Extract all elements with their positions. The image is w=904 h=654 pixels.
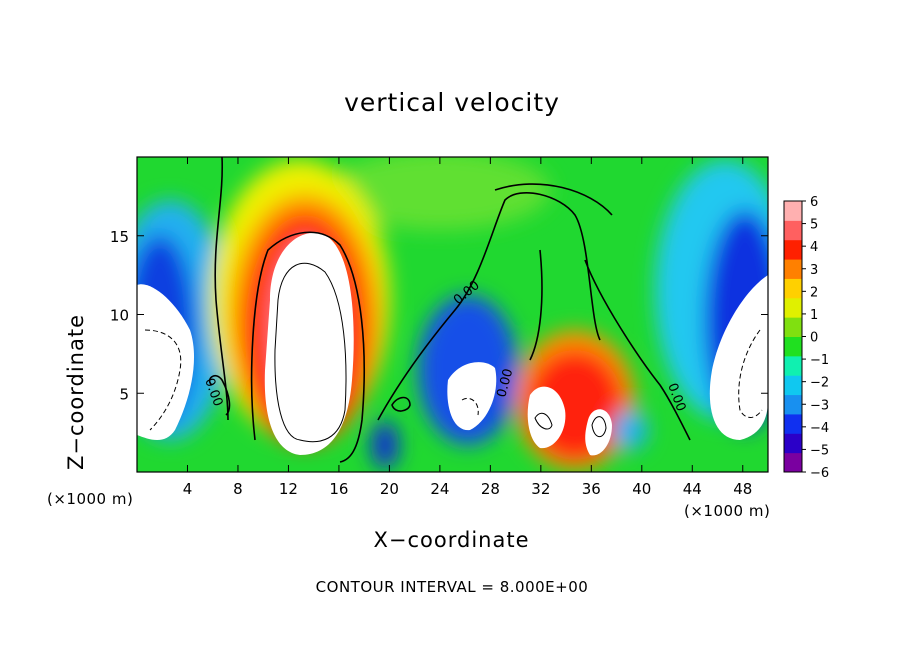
y-tick-label: 10 [110, 307, 129, 325]
colorbar-label: −1 [810, 353, 829, 368]
colorbar-swatch [784, 413, 802, 434]
contour-interval-note: CONTOUR INTERVAL = 8.000E+00 [315, 578, 589, 596]
x-tick-label: 12 [279, 480, 298, 498]
colorbar-label: 0 [810, 331, 818, 346]
positive-contours [274, 262, 607, 443]
upper-green-region [330, 157, 550, 230]
colorbar-swatch [784, 355, 802, 376]
zero-contours [208, 157, 691, 463]
y-tick-label: 5 [119, 385, 129, 403]
downdraft-core-left [137, 284, 195, 440]
x-tick-label: 36 [582, 480, 601, 498]
downdraft-core-right [709, 275, 768, 440]
colorbar-label: 2 [810, 285, 818, 300]
x-tick-label: 16 [329, 480, 348, 498]
x-tick-label: 20 [380, 480, 399, 498]
x-tick-label: 4 [183, 480, 193, 498]
updraft-core-right-a [527, 386, 566, 449]
downdraft-core-mid [447, 362, 497, 431]
updraft-core-right-b [585, 409, 612, 456]
x-tick-label: 28 [481, 480, 500, 498]
colorbar-swatch [784, 220, 802, 241]
x-unit-label-left: (×1000 m) [47, 490, 134, 508]
x-tick-label: 40 [632, 480, 651, 498]
colorbar-swatch [784, 336, 802, 357]
small-cyan-pocket [612, 410, 648, 450]
x-unit-label-right: (×1000 m) [684, 502, 771, 520]
y-axis-label: Z−coordinate [64, 314, 88, 470]
colorbar-swatch [784, 375, 802, 396]
colorbar-label: 6 [810, 195, 818, 210]
x-axis-label: X−coordinate [373, 528, 530, 552]
x-tick-label: 48 [733, 480, 752, 498]
colorbar-label: −3 [810, 398, 829, 413]
x-tick-label: 8 [233, 480, 243, 498]
chart-title: vertical velocity [344, 88, 560, 117]
colorbar-swatch [784, 433, 802, 454]
colorbar-label: −4 [810, 421, 829, 436]
colorbar: 6 5 4 3 2 1 0 −1 −2 −3 −4 −5 −6 [783, 195, 829, 481]
colorbar-swatch [784, 259, 802, 279]
colorbar-label: 4 [810, 240, 818, 255]
velocity-field: 0.00 0.00 0.00 0.00 [137, 157, 768, 472]
y-axis: 5 10 15 [110, 228, 768, 403]
colorbar-swatch [784, 278, 802, 299]
x-tick-label: 24 [430, 480, 449, 498]
colorbar-label: −6 [810, 466, 829, 481]
colorbar-label: 3 [810, 263, 818, 278]
colorbar-swatch [784, 394, 802, 415]
colorbar-label: −5 [810, 443, 829, 458]
colorbar-swatch [784, 239, 802, 260]
colorbar-swatch [784, 452, 802, 473]
negative-contours [144, 329, 763, 431]
x-axis: 4 8 12 16 20 24 28 32 36 40 44 48 [183, 157, 752, 498]
updraft-core [264, 232, 354, 455]
small-downdraft [371, 421, 399, 469]
contour-label-2: 0.00 [494, 367, 516, 399]
y-tick-label: 15 [110, 228, 129, 246]
colorbar-label: −2 [810, 376, 829, 391]
colorbar-label: 1 [810, 308, 818, 323]
x-tick-label: 44 [683, 480, 702, 498]
x-tick-label: 32 [531, 480, 550, 498]
colorbar-swatch [784, 317, 802, 337]
colorbar-swatch [784, 297, 802, 318]
colorbar-label: 5 [810, 218, 818, 233]
colorbar-swatch [784, 201, 802, 221]
